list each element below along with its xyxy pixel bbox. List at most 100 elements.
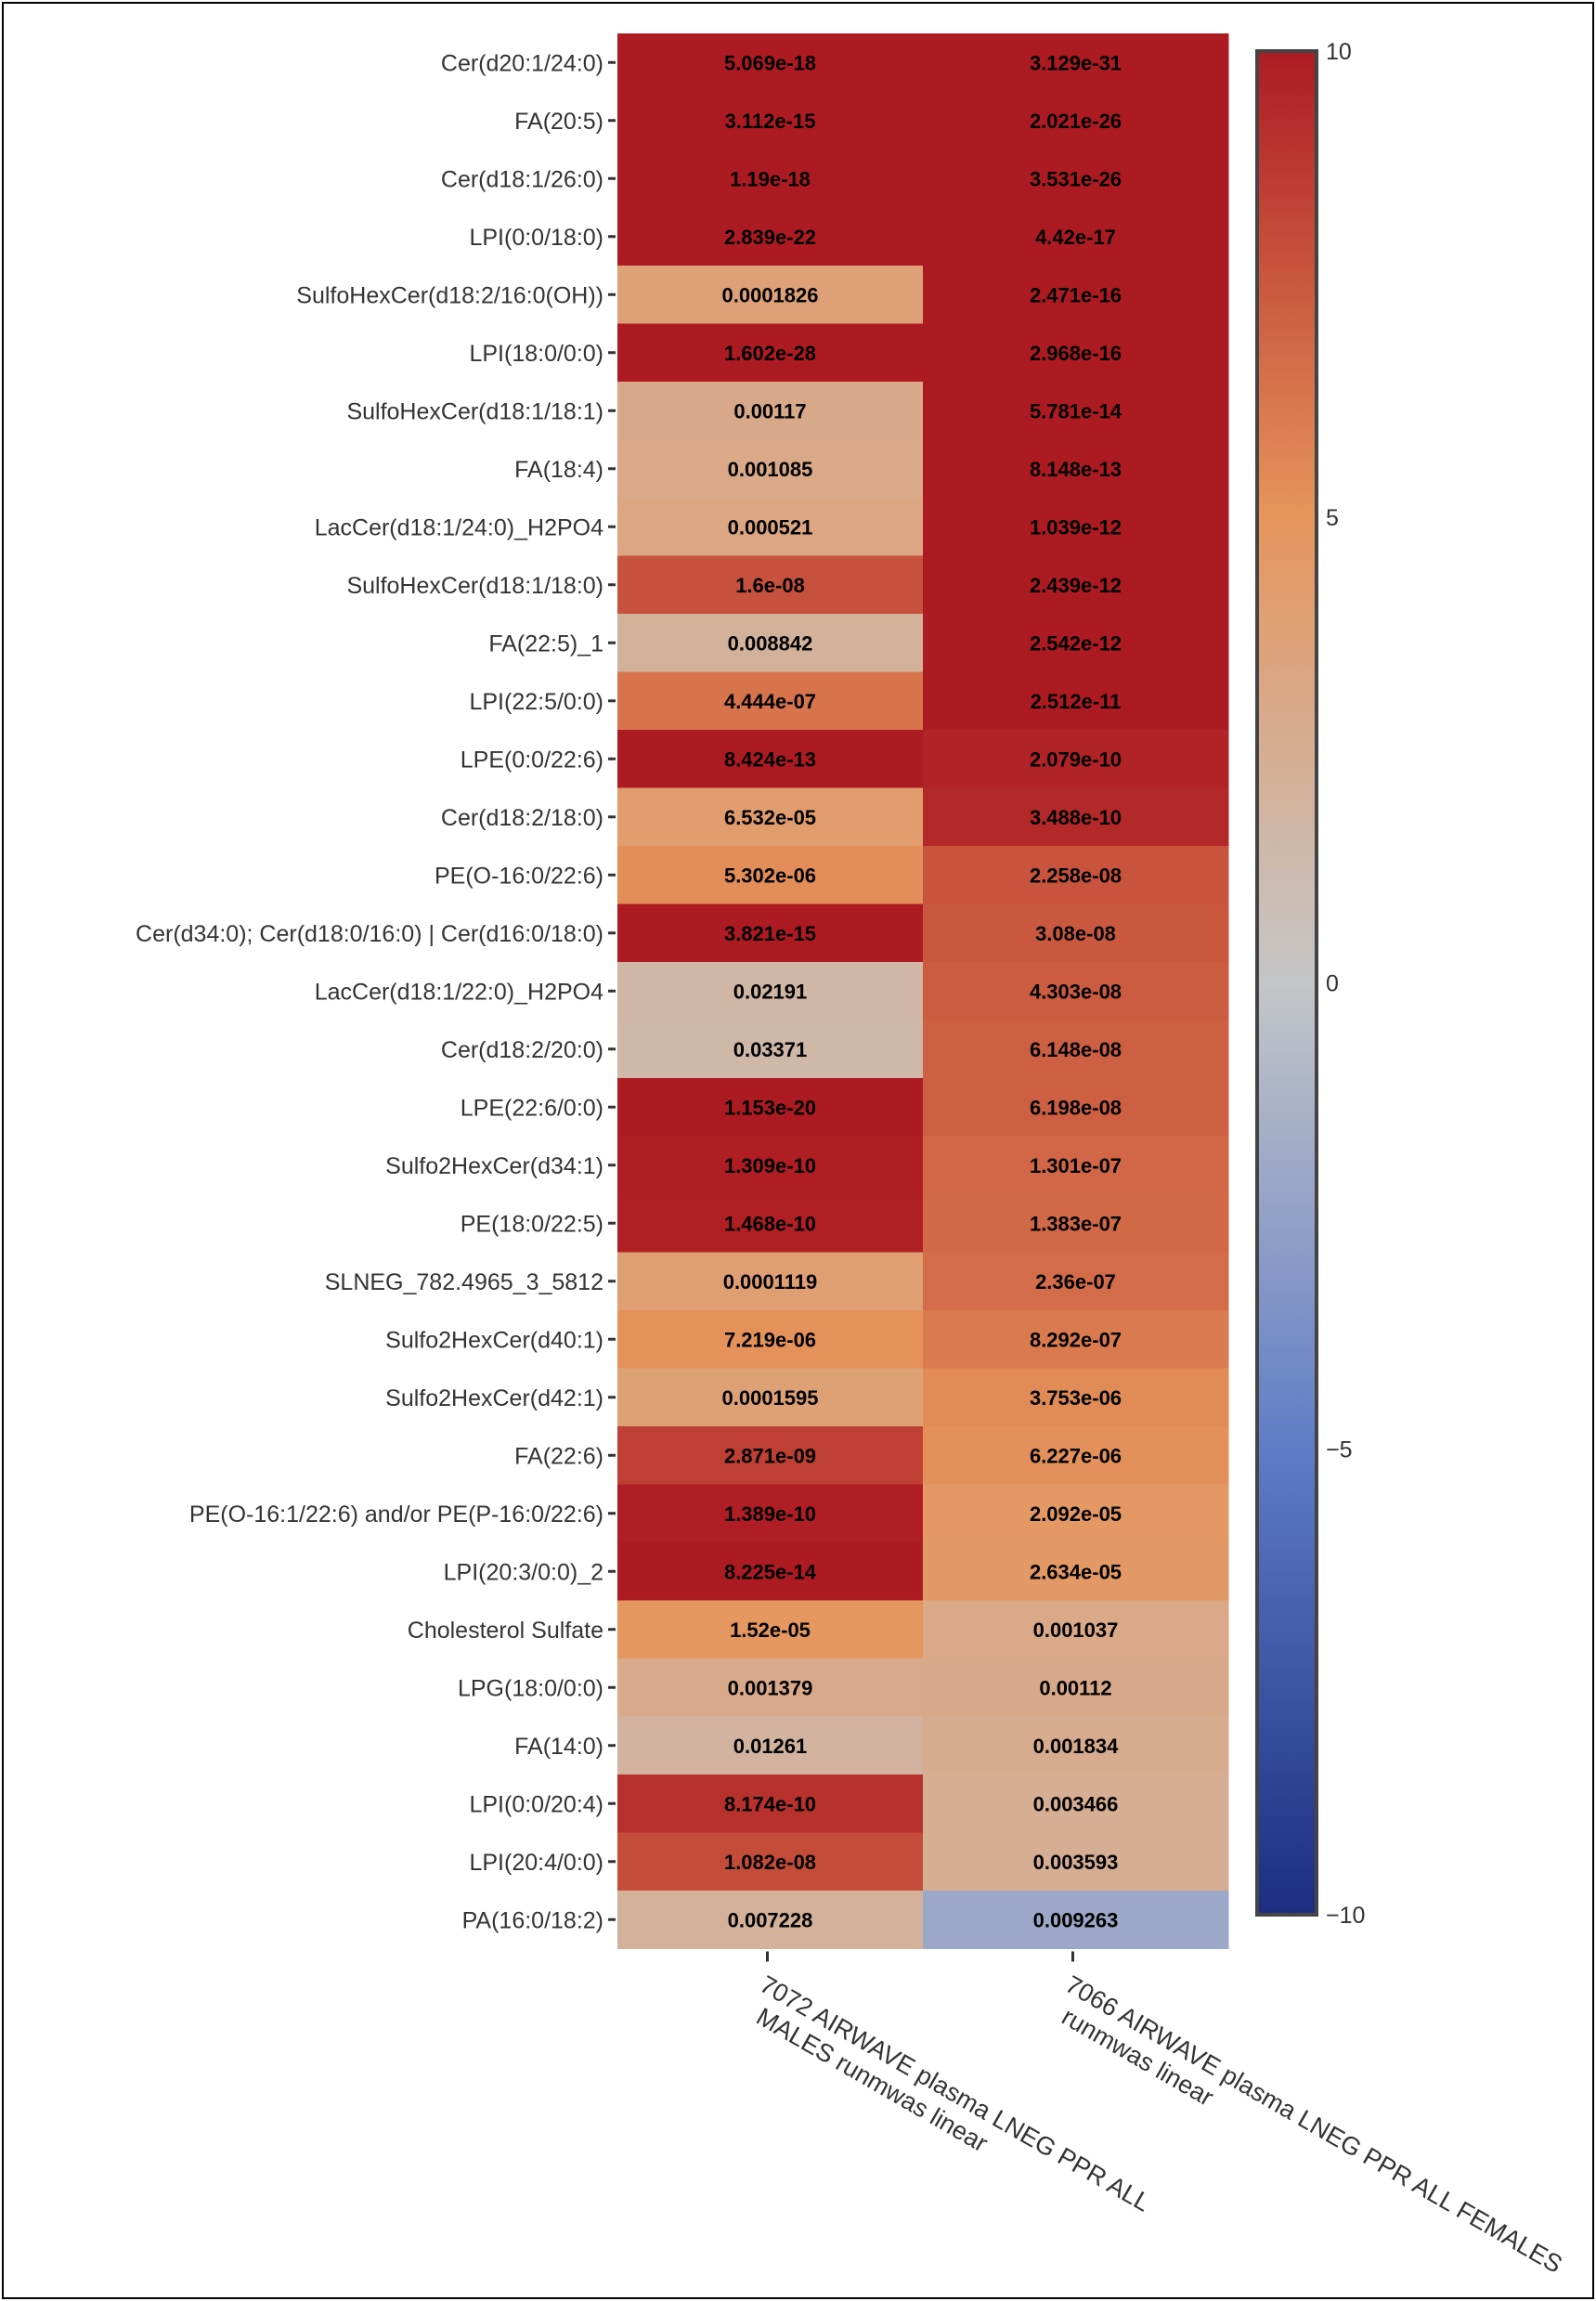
heatmap-chart: 5.069e-18 3.129e-31 3.112e-15 2.021e-26 1.19…	[136, 33, 1567, 2297]
cell-value-label: 1.153e-20	[724, 1096, 816, 1119]
row-label: LPI(22:5/0:0)	[469, 689, 603, 715]
colorbar-gradient	[1255, 49, 1318, 1917]
row-label: SulfoHexCer(d18:2/16:0(OH))	[296, 282, 603, 308]
cell-value-label: 2.092e-05	[1030, 1502, 1122, 1526]
heatmap-cell	[923, 614, 1229, 672]
cell-value-label: 5.781e-14	[1030, 399, 1122, 422]
heatmap-cell	[617, 1891, 924, 1949]
heatmap-cell	[617, 787, 924, 847]
row-label: Cer(d20:1/24:0)	[441, 50, 603, 76]
row-label: Cer(d18:2/20:0)	[441, 1037, 603, 1063]
cell-value-label: 2.439e-12	[1030, 574, 1122, 597]
cell-value-label: 7.219e-06	[724, 1328, 816, 1351]
heatmap-cell	[617, 730, 924, 788]
cell-value-label: 2.258e-08	[1030, 864, 1122, 887]
heatmap-cell	[617, 1368, 924, 1427]
cell-value-label: 6.198e-08	[1030, 1096, 1122, 1119]
cell-value-label: 0.01261	[733, 1735, 808, 1758]
cell-value-label: 4.444e-07	[724, 690, 816, 713]
heatmap-cell	[617, 33, 924, 92]
cell-value-label: 0.003593	[1033, 1851, 1119, 1874]
row-label: Cer(d18:2/18:0)	[441, 805, 603, 831]
heatmap-cell	[923, 1891, 1229, 1949]
cell-value-label: 8.292e-07	[1030, 1328, 1122, 1351]
heatmap-cell	[923, 1658, 1229, 1717]
heatmap-cell	[923, 555, 1229, 615]
cell-value-label: 3.488e-10	[1030, 806, 1122, 829]
cell-value-label: 1.301e-07	[1030, 1154, 1122, 1177]
row-label: FA(22:6)	[514, 1443, 603, 1469]
heatmap-cell	[923, 1774, 1229, 1833]
colorbar-tick-label: −5	[1326, 1436, 1353, 1462]
row-label: LPI(0:0/18:0)	[469, 225, 603, 251]
row-label: Sulfo2HexCer(d34:1)	[385, 1153, 603, 1179]
heatmap-cell	[923, 1020, 1229, 1079]
heatmap-cell	[923, 439, 1229, 499]
heatmap-cell	[923, 382, 1229, 440]
row-label: Sulfo2HexCer(d40:1)	[385, 1327, 603, 1353]
colorbar-tick-label: 10	[1326, 39, 1352, 65]
cell-value-label: 4.42e-17	[1035, 226, 1116, 249]
colorbar-tick-label: 5	[1326, 505, 1339, 531]
row-label: Cer(d34:0); Cer(d18:0/16:0) | Cer(d16:0/…	[136, 921, 603, 947]
heatmap-cell	[923, 846, 1229, 904]
heatmap-cell	[617, 1484, 924, 1543]
heatmap-cell	[923, 91, 1229, 150]
heatmap-cell	[923, 671, 1229, 731]
heatmap-cell	[617, 207, 924, 266]
cell-value-label: 1.19e-18	[730, 167, 811, 190]
cell-value-label: 5.069e-18	[724, 51, 816, 74]
heatmap-cell	[617, 1542, 924, 1601]
heatmap-cell	[617, 498, 924, 556]
heatmap-cell	[923, 1600, 1229, 1659]
row-label: PE(18:0/22:5)	[461, 1211, 603, 1237]
row-label: PA(16:0/18:2)	[462, 1907, 603, 1933]
cell-value-label: 2.968e-16	[1030, 342, 1122, 365]
column-label: 7066 AIRWAVE plasma LNEG PPR ALL FEMALES…	[1046, 1970, 1567, 2297]
cell-value-label: 3.129e-31	[1030, 51, 1122, 74]
row-label: SulfoHexCer(d18:1/18:1)	[346, 398, 603, 424]
cell-value-label: 0.00117	[733, 399, 806, 422]
colorbar-tick-label: 0	[1326, 971, 1339, 997]
heatmap-cell	[923, 787, 1229, 847]
row-label: LPE(22:6/0:0)	[461, 1095, 603, 1121]
heatmap-cell	[923, 498, 1229, 556]
heatmap-cell	[923, 1542, 1229, 1601]
cell-value-label: 0.001085	[728, 458, 813, 481]
heatmap-cell	[617, 904, 924, 963]
heatmap-cell	[923, 1368, 1229, 1427]
heatmap-cell	[923, 1136, 1229, 1195]
cell-value-label: 2.021e-26	[1030, 110, 1122, 133]
cell-value-label: 3.08e-08	[1035, 922, 1116, 945]
cell-value-label: 2.079e-10	[1030, 748, 1122, 771]
cell-value-label: 2.542e-12	[1030, 631, 1122, 655]
heatmap-cell	[923, 1194, 1229, 1253]
heatmap-cell	[617, 1020, 924, 1079]
heatmap-cell	[923, 1832, 1229, 1892]
heatmap-cell	[617, 439, 924, 499]
heatmap-cell	[617, 1832, 924, 1892]
heatmap-cell	[923, 1484, 1229, 1543]
cell-value-label: 0.0001595	[722, 1386, 819, 1410]
cell-value-label: 0.000521	[728, 515, 813, 539]
heatmap-cell	[923, 730, 1229, 788]
heatmap-cell	[617, 382, 924, 440]
row-label: FA(22:5)_1	[488, 630, 603, 656]
heatmap-cell	[617, 962, 924, 1020]
column-label-line: 7066 AIRWAVE plasma LNEG PPR ALL FEMALES	[1061, 1970, 1567, 2279]
heatmap-cell-labels: 5.069e-18 3.129e-31 3.112e-15 2.021e-26 1.19…	[722, 51, 1122, 1931]
heatmap-cell	[617, 1658, 924, 1717]
cell-value-label: 8.174e-10	[724, 1792, 816, 1815]
row-label: Sulfo2HexCer(d42:1)	[385, 1385, 603, 1411]
cell-value-label: 0.001834	[1033, 1735, 1120, 1758]
cell-value-label: 2.839e-22	[724, 226, 816, 249]
heatmap-cell	[923, 1078, 1229, 1137]
cell-value-label: 1.6e-08	[735, 574, 805, 597]
cell-value-label: 0.0001826	[722, 283, 819, 306]
heatmap-cell	[617, 1774, 924, 1833]
heatmap-cell	[617, 1600, 924, 1659]
row-label: Cholesterol Sulfate	[408, 1618, 603, 1644]
cell-value-label: 8.225e-14	[724, 1560, 817, 1583]
cell-value-label: 0.0001119	[723, 1270, 818, 1294]
